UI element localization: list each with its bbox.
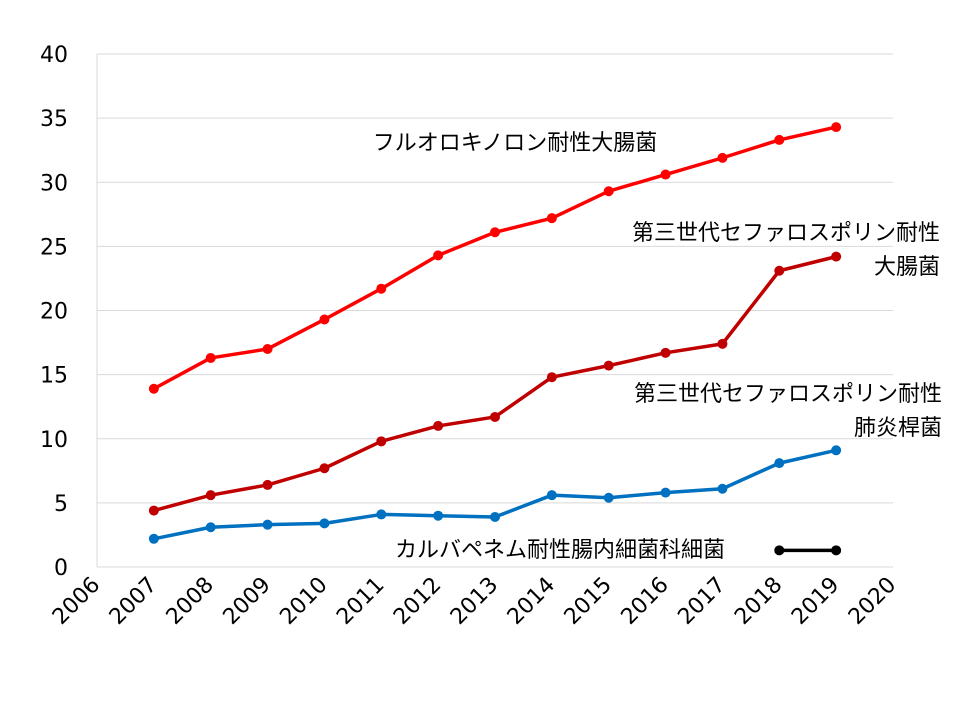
x-tick-2016: 2016 <box>617 573 674 630</box>
data-point-0-2017 <box>717 152 728 163</box>
data-point-0-2010 <box>319 314 330 325</box>
x-tick-2019: 2019 <box>787 573 844 630</box>
gridlines <box>97 53 893 504</box>
data-point-1-2017 <box>717 338 728 349</box>
data-point-0-2018 <box>774 134 785 145</box>
series-labels: フルオロキノロン耐性大腸菌 第三世代セファロスポリン耐性 大腸菌 第三世代セファ… <box>373 131 942 563</box>
x-tick-labels: 2006 2007 2008 2009 2010 2011 2012 2013 2014 2015… <box>48 573 901 630</box>
y-tick-35: 35 <box>40 107 68 132</box>
data-point-1-2009 <box>262 479 273 490</box>
data-point-2-2014 <box>546 490 557 501</box>
data-point-2-2009 <box>262 519 273 530</box>
data-point-2-2012 <box>433 510 444 521</box>
data-point-2-2013 <box>490 511 500 522</box>
data-point-1-2016 <box>660 347 671 358</box>
series-0 <box>148 122 842 394</box>
y-tick-15: 15 <box>40 364 68 389</box>
data-point-0-2009 <box>262 343 273 354</box>
label-fluoroquinolone-ecoli: フルオロキノロン耐性大腸菌 <box>373 131 657 156</box>
data-point-0-2014 <box>546 213 557 224</box>
series-line-2 <box>153 448 837 541</box>
data-point-0-2019 <box>831 122 842 133</box>
x-tick-2015: 2015 <box>560 573 617 630</box>
data-point-3-2019 <box>831 545 842 556</box>
data-point-1-2018 <box>774 265 785 276</box>
label-3gc-klebsiella-line2: 肺炎桿菌 <box>854 416 942 441</box>
data-point-0-2008 <box>205 352 216 363</box>
x-tick-2018: 2018 <box>730 573 787 630</box>
series-2 <box>148 445 842 544</box>
x-tick-2006: 2006 <box>48 573 105 630</box>
x-tick-2020: 2020 <box>844 573 901 630</box>
data-point-2-2015 <box>603 492 614 503</box>
x-tick-2008: 2008 <box>162 573 219 630</box>
series-line-0 <box>153 125 837 391</box>
data-point-1-2007 <box>148 505 159 516</box>
data-point-1-2019 <box>831 251 842 262</box>
data-point-2-2010 <box>319 518 330 529</box>
y-tick-40: 40 <box>40 43 68 68</box>
data-point-1-2015 <box>603 360 614 371</box>
x-tick-2011: 2011 <box>332 573 389 630</box>
data-point-2-2017 <box>717 483 728 494</box>
y-tick-20: 20 <box>40 300 68 325</box>
data-point-2-2008 <box>205 522 216 533</box>
y-tick-25: 25 <box>40 235 68 260</box>
data-point-1-2014 <box>546 372 557 383</box>
y-tick-0: 0 <box>54 556 68 581</box>
data-point-2-2018 <box>774 458 785 469</box>
data-point-1-2011 <box>376 436 387 447</box>
label-3gc-klebsiella-line1: 第三世代セファロスポリン耐性 <box>634 382 942 407</box>
data-point-3-2018 <box>774 545 785 556</box>
label-3gc-ecoli-line1: 第三世代セファロスポリン耐性 <box>632 221 940 246</box>
data-point-0-2015 <box>603 186 614 197</box>
label-carbapenem-enterobacteriaceae: カルバペネム耐性腸内細菌科細菌 <box>395 538 725 563</box>
data-point-2-2007 <box>148 533 159 544</box>
data-point-0-2016 <box>660 169 671 180</box>
data-point-0-2007 <box>148 383 159 394</box>
data-point-1-2013 <box>490 411 500 422</box>
x-tick-2012: 2012 <box>389 573 446 630</box>
data-point-2-2011 <box>376 509 387 520</box>
data-point-2-2019 <box>831 445 842 456</box>
y-tick-30: 30 <box>40 171 68 196</box>
data-point-1-2010 <box>319 463 330 474</box>
x-tick-2017: 2017 <box>673 573 730 630</box>
series-group <box>148 122 842 556</box>
y-tick-10: 10 <box>40 428 68 453</box>
axes <box>96 54 893 568</box>
x-tick-2007: 2007 <box>105 573 162 630</box>
x-tick-2013: 2013 <box>446 573 503 630</box>
x-tick-2014: 2014 <box>503 573 560 630</box>
y-tick-5: 5 <box>54 492 68 517</box>
data-point-2-2016 <box>660 487 671 498</box>
series-3 <box>774 545 842 556</box>
label-3gc-ecoli-line2: 大腸菌 <box>874 255 940 280</box>
data-point-0-2012 <box>433 250 444 261</box>
x-tick-2010: 2010 <box>275 573 332 630</box>
data-point-0-2011 <box>376 283 387 294</box>
data-point-1-2008 <box>205 490 216 501</box>
data-point-0-2013 <box>490 227 500 238</box>
y-tick-labels: 0 5 10 15 20 25 30 35 40 <box>40 43 68 581</box>
series-1 <box>148 251 842 516</box>
data-point-1-2012 <box>433 420 444 431</box>
x-tick-2009: 2009 <box>219 573 276 630</box>
